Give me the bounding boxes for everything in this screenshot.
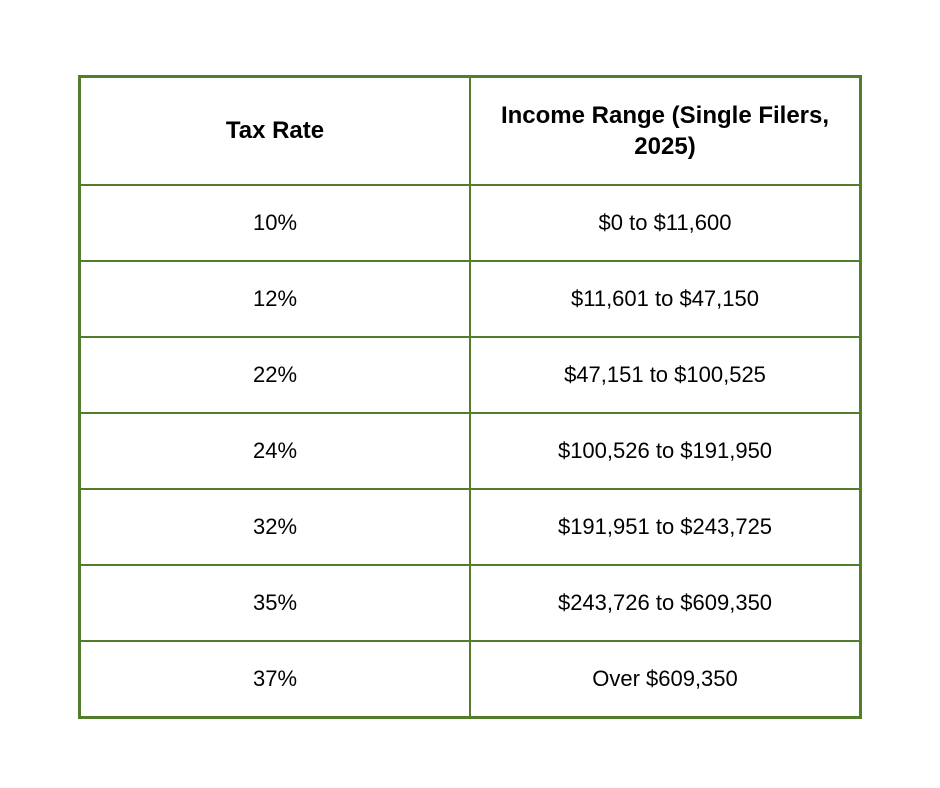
income-range-cell: $0 to $11,600 xyxy=(469,184,862,262)
income-range-cell: Over $609,350 xyxy=(469,640,862,719)
tax-brackets-table: Tax Rate Income Range (Single Filers, 20… xyxy=(78,75,862,719)
income-range-cell: $191,951 to $243,725 xyxy=(469,488,862,566)
tax-rate-cell: 24% xyxy=(78,412,471,490)
table-row: 22% $47,151 to $100,525 xyxy=(78,336,862,414)
table-row: 10% $0 to $11,600 xyxy=(78,184,862,262)
income-range-cell: $11,601 to $47,150 xyxy=(469,260,862,338)
tax-rate-cell: 35% xyxy=(78,564,471,642)
income-range-cell: $47,151 to $100,525 xyxy=(469,336,862,414)
income-range-header: Income Range (Single Filers, 2025) xyxy=(469,75,862,186)
tax-rate-cell: 37% xyxy=(78,640,471,719)
income-range-cell: $243,726 to $609,350 xyxy=(469,564,862,642)
table-row: 37% Over $609,350 xyxy=(78,640,862,719)
table-row: 12% $11,601 to $47,150 xyxy=(78,260,862,338)
tax-rate-cell: 22% xyxy=(78,336,471,414)
tax-rate-header: Tax Rate xyxy=(78,75,471,186)
tax-brackets-table-container: Tax Rate Income Range (Single Filers, 20… xyxy=(78,75,862,719)
tax-rate-cell: 12% xyxy=(78,260,471,338)
table-row: 35% $243,726 to $609,350 xyxy=(78,564,862,642)
tax-rate-cell: 32% xyxy=(78,488,471,566)
table-row: 32% $191,951 to $243,725 xyxy=(78,488,862,566)
income-range-cell: $100,526 to $191,950 xyxy=(469,412,862,490)
table-row: 24% $100,526 to $191,950 xyxy=(78,412,862,490)
tax-rate-cell: 10% xyxy=(78,184,471,262)
header-row: Tax Rate Income Range (Single Filers, 20… xyxy=(78,75,862,186)
